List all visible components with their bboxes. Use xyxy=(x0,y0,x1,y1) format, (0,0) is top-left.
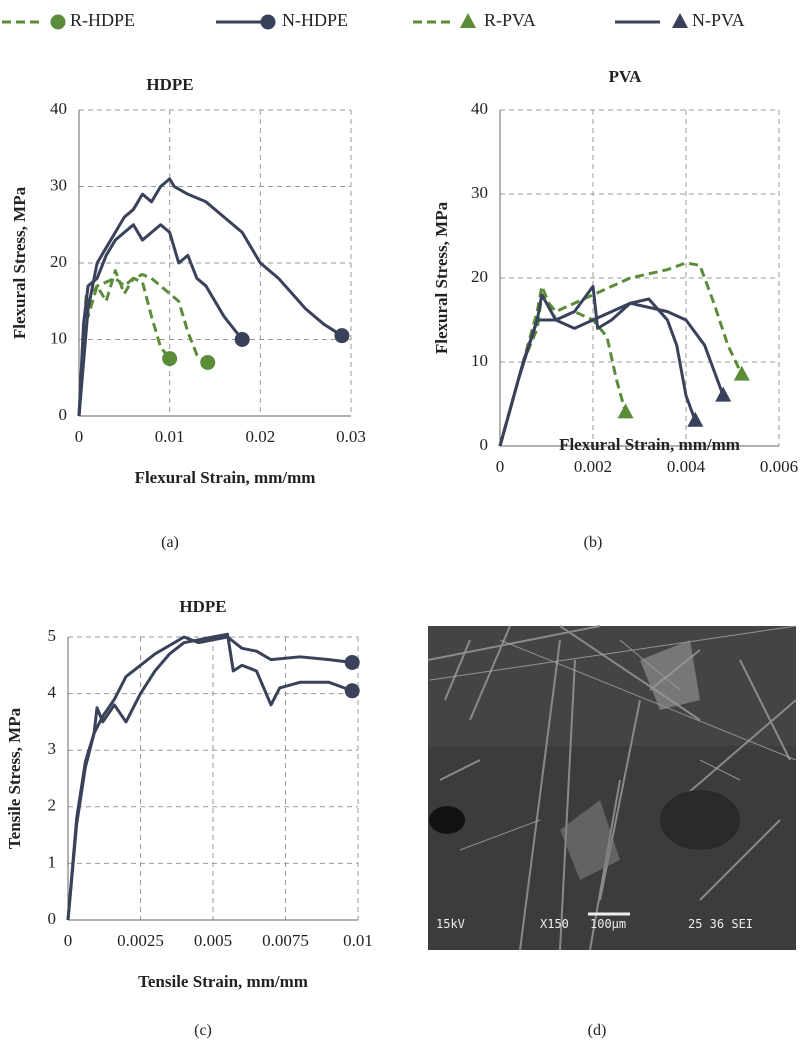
y-axis-label: Flexural Stress, MPa xyxy=(432,201,451,354)
end-marker xyxy=(617,403,634,419)
end-marker xyxy=(344,654,360,670)
x-tick-label: 0.01 xyxy=(155,427,185,446)
series-line xyxy=(77,272,209,417)
legend-label: R-PVA xyxy=(484,10,536,30)
legend-label: N-PVA xyxy=(692,10,745,30)
series-line xyxy=(498,284,627,447)
chart-title: HDPE xyxy=(146,75,193,94)
y-tick-label: 30 xyxy=(50,175,67,194)
x-tick-label: 0 xyxy=(75,427,84,446)
y-tick-label: 40 xyxy=(50,99,67,118)
y-tick-label: 1 xyxy=(48,852,57,871)
sem-label: 25 36 SEI xyxy=(688,917,753,931)
y-tick-label: 30 xyxy=(471,183,488,202)
end-marker xyxy=(344,683,360,699)
y-tick-label: 5 xyxy=(48,626,57,645)
y-tick-label: 40 xyxy=(471,99,488,118)
end-marker xyxy=(687,411,704,427)
x-tick-label: 0.002 xyxy=(574,457,612,476)
y-tick-label: 20 xyxy=(471,267,488,286)
y-axis-label: Tensile Stress, MPa xyxy=(5,707,24,849)
chart-title: PVA xyxy=(609,67,642,86)
series-line xyxy=(498,261,744,447)
legend-label: N-HDPE xyxy=(282,10,348,30)
y-tick-label: 0 xyxy=(59,405,68,424)
y-tick-label: 0 xyxy=(480,435,489,454)
chart-title: HDPE xyxy=(179,597,226,616)
x-tick-label: 0.01 xyxy=(343,931,373,950)
end-marker xyxy=(733,365,750,381)
x-tick-label: 0.006 xyxy=(760,457,798,476)
y-tick-label: 0 xyxy=(48,909,57,928)
legend-label: R-HDPE xyxy=(70,10,135,30)
legend-marker xyxy=(260,14,276,30)
x-tick-label: 0.005 xyxy=(194,931,232,950)
panel-label: (c) xyxy=(194,1022,212,1039)
y-tick-label: 20 xyxy=(50,252,67,271)
end-marker xyxy=(715,386,732,402)
y-tick-label: 4 xyxy=(48,683,57,702)
end-marker xyxy=(162,351,178,367)
sem-image xyxy=(427,625,797,951)
x-axis-label: Tensile Strain, mm/mm xyxy=(138,972,308,991)
series-line xyxy=(77,223,244,417)
y-tick-label: 2 xyxy=(48,796,57,815)
legend-marker xyxy=(672,13,688,28)
y-tick-label: 10 xyxy=(50,328,67,347)
x-tick-label: 0 xyxy=(64,931,73,950)
sem-label: X150 xyxy=(540,917,569,931)
y-tick-label: 3 xyxy=(48,739,57,758)
panel-label: (a) xyxy=(161,534,179,551)
end-marker xyxy=(334,328,350,344)
x-tick-label: 0.02 xyxy=(245,427,275,446)
legend-marker xyxy=(50,14,66,30)
sem-label: 15kV xyxy=(436,917,465,931)
x-tick-label: 0.0075 xyxy=(262,931,309,950)
series-line xyxy=(66,632,353,921)
y-tick-label: 10 xyxy=(471,351,488,370)
end-marker xyxy=(200,354,216,370)
x-tick-label: 0.004 xyxy=(667,457,706,476)
sem-label: 100µm xyxy=(590,917,626,931)
x-axis-label: Flexural Strain, mm/mm xyxy=(135,468,316,487)
series-line xyxy=(498,284,725,447)
end-marker xyxy=(234,332,250,347)
y-axis-label: Flexural Stress, MPa xyxy=(10,186,29,339)
series-line xyxy=(77,177,343,417)
x-tick-label: 0.03 xyxy=(336,427,366,446)
legend-marker xyxy=(460,13,476,28)
series-line xyxy=(498,293,697,447)
x-axis-label: Flexural Strain, mm/mm xyxy=(559,435,740,454)
panel-label: (b) xyxy=(584,534,603,551)
panel-label: (d) xyxy=(588,1022,607,1039)
x-tick-label: 0.0025 xyxy=(117,931,164,950)
x-tick-label: 0 xyxy=(496,457,505,476)
series-line xyxy=(66,635,353,921)
